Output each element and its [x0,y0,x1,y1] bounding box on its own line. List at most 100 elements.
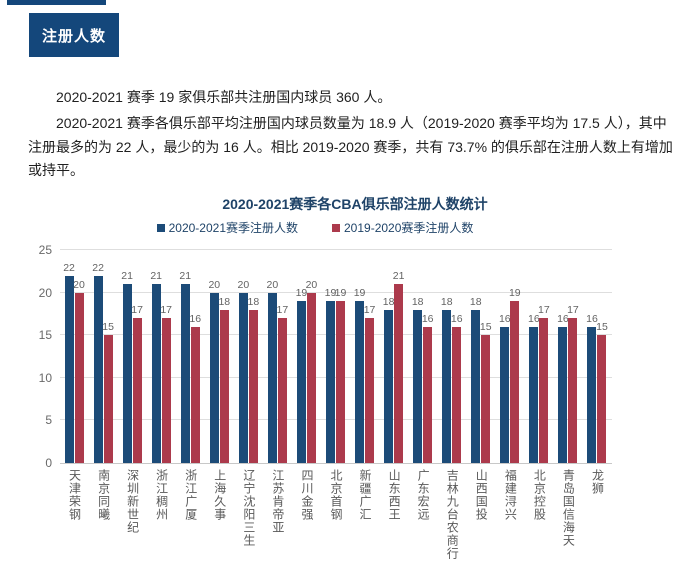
x-category-label: 四川金强 [299,469,314,521]
bar-2020-2021-season [500,326,510,463]
section-heading: 注册人数 [29,13,119,57]
bar-value-label: 17 [538,304,550,317]
bar-2020-2021-season [471,309,481,463]
bar-2020-2021-season [326,301,335,463]
x-category-label: 广东宏远 [416,469,431,521]
x-category-label: 山西国投 [474,469,489,521]
legend-swatch-crimson [332,223,340,232]
bar-2019-2020-season [161,318,171,463]
bar-value-label: 20 [266,278,279,291]
x-category-label: 青岛国信海天 [561,469,576,547]
bar-value-label: 17 [160,304,173,317]
bar-2020-2021-season [93,275,103,463]
x-category-label: 天津荣钢 [67,469,82,521]
x-category-label: 山东西王 [387,469,402,521]
paragraph-average-registered: 2020-2021 赛季各俱乐部平均注册国内球员数量为 18.9 人（2019-… [28,115,673,178]
legend-swatch-navy [156,223,165,232]
bar-2019-2020-season [568,318,578,463]
bar-2019-2020-season [132,318,142,463]
legend-label-current-season: 2020-2021赛季注册人数 [168,221,298,235]
bar-value-label: 21 [392,270,405,283]
bar-value-label: 19 [353,287,366,300]
bar-2020-2021-season [413,309,423,463]
bar-2019-2020-season [394,284,404,463]
bar-2019-2020-season [74,292,84,463]
bar-value-label: 19 [295,287,308,300]
bar-2020-2021-season [558,326,568,463]
bar-value-label: 20 [208,278,221,291]
bar-value-label: 17 [131,304,143,317]
y-tick-label: 5 [45,413,52,428]
y-axis: 0 5 10 15 20 25 [10,243,52,470]
bar-2019-2020-season [597,335,607,463]
bar-value-label: 16 [421,312,434,325]
x-category-label: 新疆广汇 [358,469,373,521]
bar-value-label: 16 [528,312,540,325]
bar-2020-2021-season [442,309,452,463]
bar-value-label: 21 [150,270,163,283]
bar-value-label: 20 [237,278,250,291]
bar-value-label: 16 [498,312,511,325]
y-tick-label: 0 [45,456,52,470]
x-category-label: 浙江稠州 [154,469,169,521]
y-tick-label: 20 [38,285,52,300]
bar-2020-2021-season [355,301,365,463]
x-category-label: 吉林九台农商行 [445,469,460,560]
y-tick-label: 25 [38,243,52,257]
x-category-label: 龙狮 [590,469,605,495]
top-accent-bar [7,0,106,5]
bar-2020-2021-season [238,292,248,463]
bar-2019-2020-season [510,301,520,463]
y-tick-label: 10 [38,370,52,385]
bar-2019-2020-season [190,326,200,463]
bar-2019-2020-season [452,326,462,463]
gridline [60,291,612,293]
bar-2019-2020-season [248,309,258,463]
bar-2020-2021-season [180,284,190,463]
bar-2020-2021-season [122,284,132,463]
bar-value-label: 20 [305,278,318,291]
bar-value-label: 15 [596,321,608,334]
bar-value-label: 17 [363,304,376,317]
bar-value-label: 17 [567,304,579,317]
bar-2020-2021-season [267,292,277,463]
bar-value-label: 17 [276,304,289,317]
bar-value-label: 15 [102,321,114,334]
bar-value-label: 18 [411,295,424,308]
bar-value-label: 18 [469,295,482,308]
bar-value-label: 18 [218,295,231,308]
bar-2020-2021-season [384,309,394,463]
bar-2020-2021-season [151,284,161,463]
bar-2019-2020-season [539,318,549,463]
bar-value-label: 19 [334,287,347,300]
bar-value-label: 22 [63,261,75,274]
x-category-label: 福建浔兴 [503,469,518,521]
bar-2020-2021-season [209,292,219,463]
bar-2019-2020-season [306,292,316,463]
section-heading-label: 注册人数 [41,27,106,45]
bar-2019-2020-season [277,318,287,463]
gridline [60,249,612,250]
bar-2019-2020-season [103,335,113,463]
legend-item-current-season: 2020-2021赛季注册人数 [156,219,298,236]
x-category-label: 北京控股 [532,469,547,521]
bar-value-label: 19 [324,287,337,300]
bar-2020-2021-season [64,275,74,463]
bar-value-label: 20 [73,278,85,291]
x-category-label: 浙江广厦 [183,469,198,521]
bar-value-label: 16 [586,312,598,325]
bar-value-label: 16 [557,312,569,325]
paragraph-total-registered: 2020-2021 赛季 19 家俱乐部共注册国内球员 360 人。 [56,89,392,105]
bar-value-label: 15 [479,321,492,334]
bar-value-label: 19 [508,287,521,300]
bar-2020-2021-season [529,326,539,463]
bar-2019-2020-season [365,318,375,463]
bar-2020-2021-season [587,326,597,463]
bar-2020-2021-season [296,301,306,463]
bar-2019-2020-season [336,301,345,463]
x-category-label: 上海久事 [212,469,227,521]
bar-value-label: 18 [440,295,453,308]
legend-item-previous-season: 2019-2020赛季注册人数 [332,219,473,236]
x-category-label: 辽宁沈阳三生 [241,469,256,547]
